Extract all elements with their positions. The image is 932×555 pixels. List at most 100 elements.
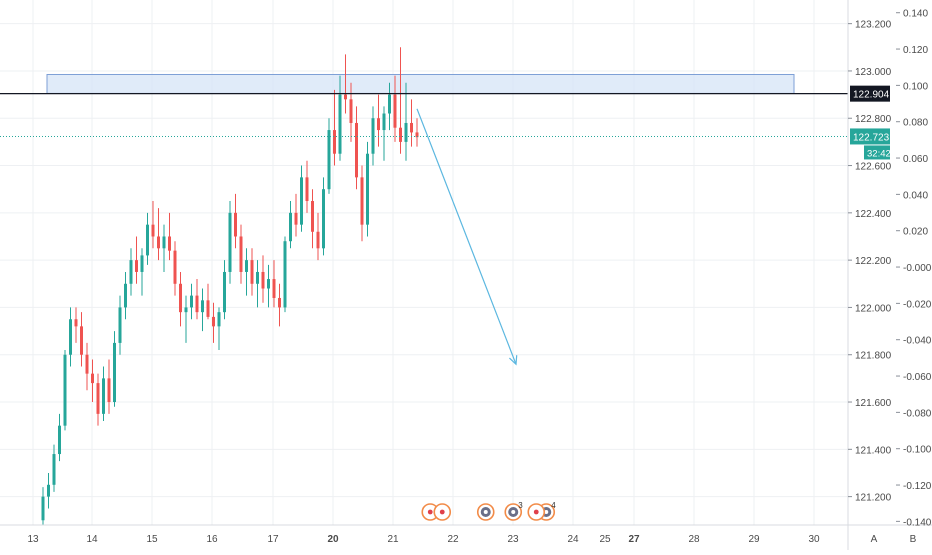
time-tick-label: 22 — [447, 534, 459, 545]
candle-body — [278, 297, 281, 308]
candle-body — [393, 94, 397, 128]
percent-tick-label: 0.120 — [903, 45, 928, 56]
candle — [195, 279, 199, 320]
candle — [283, 236, 287, 313]
candle — [41, 487, 45, 525]
percent-tick-label: -0.080 — [903, 408, 932, 419]
candle — [85, 342, 89, 391]
candle-body — [322, 189, 325, 249]
candle — [245, 248, 248, 296]
event-marker[interactable]: 4 — [527, 501, 556, 521]
candle-body — [399, 127, 402, 142]
candle — [272, 260, 276, 308]
candle — [267, 264, 270, 308]
candle-body — [118, 307, 122, 343]
candle — [124, 271, 127, 320]
candle-body — [267, 279, 270, 289]
candle — [360, 165, 364, 242]
candle-body — [168, 236, 171, 251]
candle-body — [256, 271, 259, 284]
candle-body — [349, 99, 353, 123]
event-dot-icon — [427, 509, 433, 515]
candle-body — [157, 236, 160, 249]
candle-body — [58, 425, 61, 455]
resistance-tag-bg — [850, 85, 890, 102]
percent-tick-label: -0.060 — [903, 372, 932, 383]
candle-body — [201, 300, 204, 313]
candle-body — [245, 260, 248, 272]
last-price-tag: 122.723 32:42 — [850, 128, 891, 160]
time-tick-label: 20 — [327, 534, 339, 545]
time-tick-label: 21 — [387, 534, 399, 545]
candle-body — [382, 113, 386, 131]
candle — [344, 54, 347, 114]
resistance-zone-layer[interactable] — [46, 73, 795, 94]
percent-tick-label: -0.020 — [903, 299, 932, 310]
time-tick-label: 24 — [567, 534, 579, 545]
percent-tick-label: 0.060 — [903, 154, 928, 165]
candle — [300, 165, 303, 232]
candle — [239, 224, 243, 284]
auto-scale-button[interactable]: A — [871, 534, 878, 545]
projection-arrow[interactable] — [416, 108, 517, 365]
log-scale-button[interactable]: B — [910, 534, 917, 545]
candle — [294, 193, 298, 237]
candle-body — [305, 177, 309, 202]
countdown-bg — [864, 145, 890, 160]
last-price-tag-bg — [850, 128, 890, 145]
projection-arrow-head — [509, 355, 518, 366]
event-marker[interactable]: 3 — [504, 501, 523, 521]
event-marker[interactable] — [421, 503, 452, 521]
candle-body — [107, 378, 111, 403]
percent-tick-label: -0.120 — [903, 481, 932, 492]
candle — [80, 312, 83, 367]
candle — [190, 283, 193, 320]
flag-center-icon — [483, 510, 488, 514]
candle-body — [388, 94, 391, 114]
candle-body — [327, 130, 331, 190]
candle-body — [151, 224, 155, 237]
time-tick-label: 27 — [628, 534, 640, 545]
projection-arrow-layer[interactable] — [416, 108, 518, 366]
time-tick-label: 28 — [688, 534, 700, 545]
candle-body — [294, 212, 298, 225]
candle — [333, 89, 336, 166]
candle — [223, 260, 226, 320]
candle-body — [179, 283, 182, 313]
candle — [388, 82, 391, 131]
candle-body — [344, 94, 347, 100]
candle-body — [129, 260, 133, 284]
candle — [228, 201, 232, 284]
candle — [289, 201, 292, 249]
candle — [212, 302, 215, 343]
time-tick-label: 23 — [507, 534, 519, 545]
price-tick-label: 122.400 — [855, 209, 892, 220]
candle-body — [135, 260, 138, 272]
candle — [349, 82, 353, 142]
candle — [217, 307, 221, 350]
time-tick-label: 25 — [599, 534, 611, 545]
candle — [404, 82, 408, 161]
candle-body — [212, 316, 215, 327]
event-marker[interactable] — [476, 503, 495, 521]
candle — [305, 160, 309, 213]
price-tick-label: 122.800 — [855, 114, 892, 125]
candle-body — [190, 295, 193, 308]
candle — [151, 201, 155, 249]
resistance-zone[interactable] — [46, 73, 795, 94]
candle — [322, 177, 325, 256]
candle — [316, 212, 320, 261]
candle-body — [74, 319, 78, 327]
candle-body — [162, 236, 166, 249]
candle — [382, 106, 386, 161]
auto-scale-label: A — [871, 534, 878, 545]
candle-body — [355, 122, 358, 178]
candle — [47, 472, 50, 509]
candle-body — [206, 300, 210, 317]
candle — [261, 255, 265, 303]
candle-body — [113, 342, 116, 403]
